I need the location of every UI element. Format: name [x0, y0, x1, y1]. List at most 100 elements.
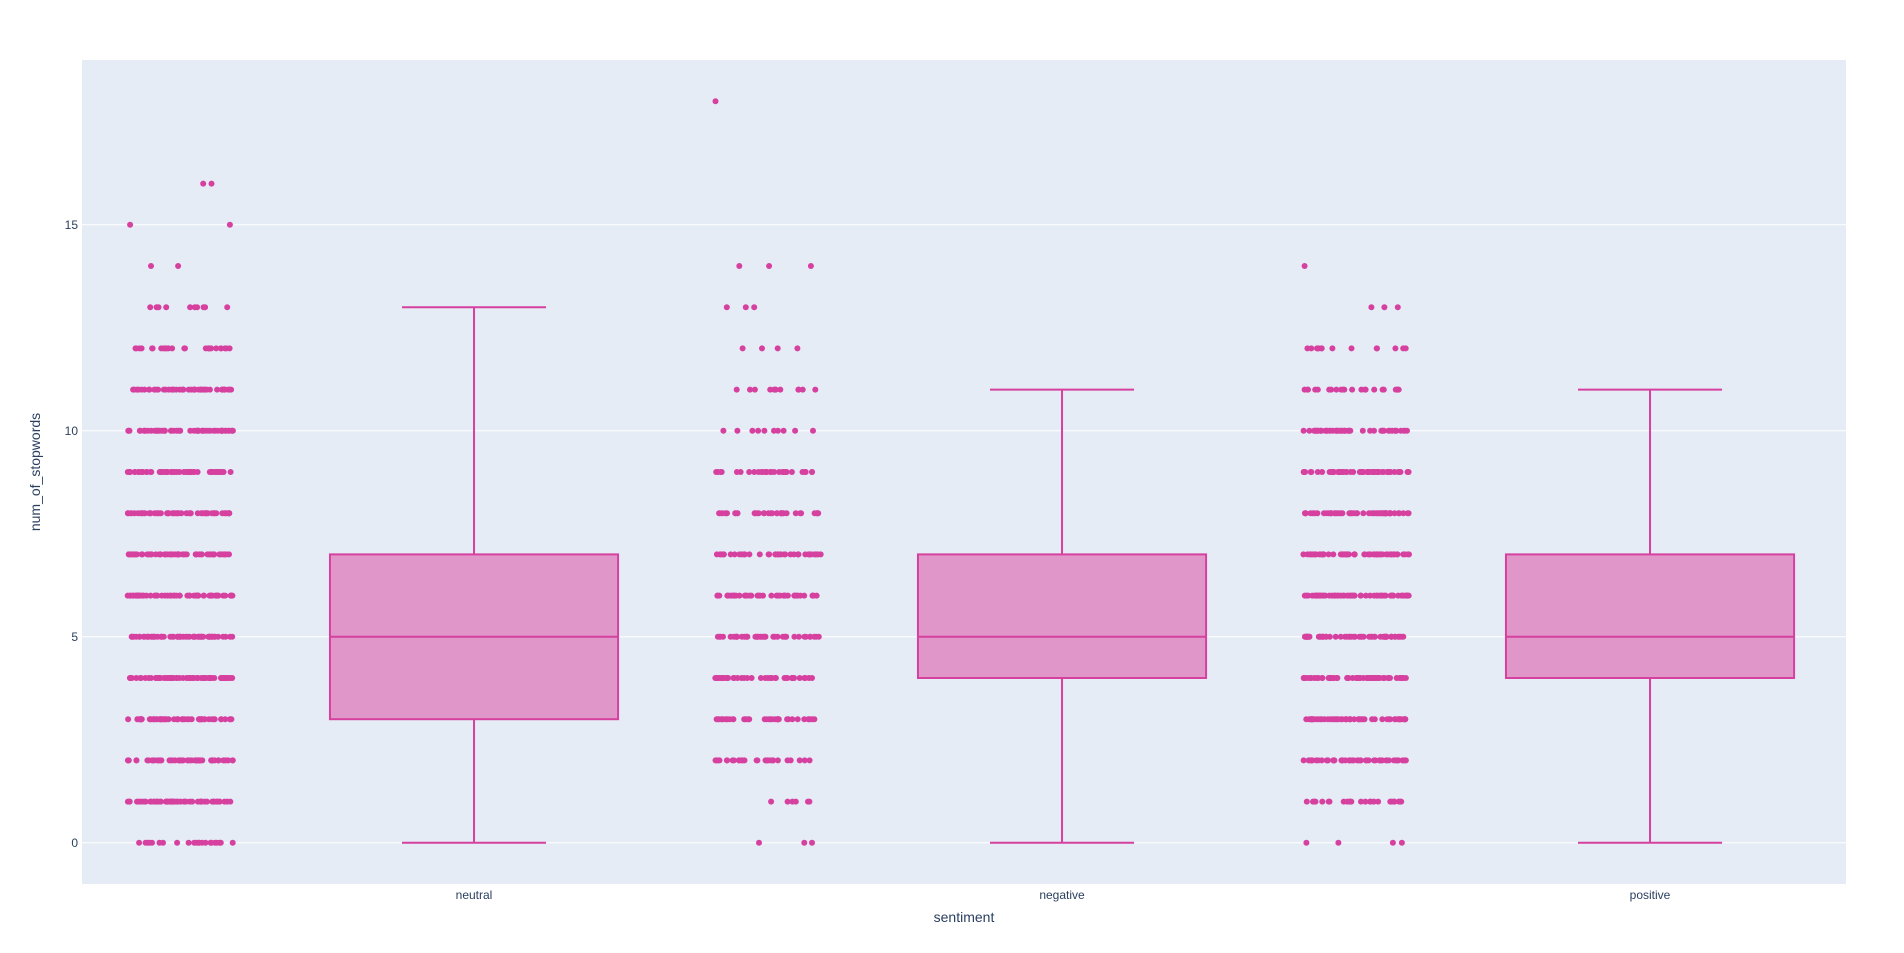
point-positive [1311, 592, 1318, 599]
point-neutral [200, 180, 207, 187]
point-positive [1398, 798, 1405, 805]
point-neutral [177, 633, 184, 640]
point-positive [1358, 798, 1364, 805]
point-negative [776, 469, 783, 475]
point-neutral [196, 716, 203, 723]
point-negative [757, 675, 764, 681]
point-neutral [204, 551, 211, 558]
point-negative [815, 510, 822, 517]
point-neutral [151, 757, 158, 764]
point-neutral [208, 675, 215, 681]
point-neutral [199, 427, 206, 434]
point-neutral [133, 551, 140, 558]
point-positive [1361, 551, 1368, 558]
point-neutral [180, 757, 187, 764]
point-positive [1354, 757, 1361, 764]
point-positive [1360, 633, 1367, 640]
point-positive [1327, 675, 1333, 681]
point-neutral [157, 510, 164, 517]
point-neutral [181, 551, 188, 558]
point-neutral [198, 551, 205, 558]
y-tick-10: 10 [65, 424, 79, 438]
point-positive [1393, 675, 1400, 681]
point-neutral [226, 221, 233, 228]
point-positive [1395, 716, 1402, 723]
point-negative [768, 592, 775, 599]
point-negative [812, 386, 819, 393]
point-positive [1337, 469, 1344, 475]
point-neutral [229, 839, 236, 846]
point-neutral [228, 592, 235, 599]
point-negative [715, 757, 721, 764]
point-neutral [127, 221, 134, 228]
point-negative [806, 757, 813, 764]
point-neutral [225, 675, 231, 681]
point-positive [1381, 304, 1388, 311]
point-negative [784, 675, 791, 681]
point-positive [1303, 633, 1310, 640]
point-negative [736, 263, 743, 269]
point-negative [790, 675, 797, 681]
point-negative [748, 592, 755, 599]
point-neutral [224, 304, 231, 311]
point-positive [1376, 510, 1383, 517]
point-neutral [203, 386, 210, 393]
point-positive [1371, 633, 1378, 640]
point-negative [784, 757, 791, 764]
point-negative [761, 716, 768, 723]
point-neutral [198, 798, 205, 805]
point-positive [1344, 427, 1351, 434]
point-positive [1364, 757, 1370, 764]
y-tick-0: 0 [71, 836, 78, 850]
point-neutral [226, 551, 232, 558]
point-neutral [202, 839, 209, 846]
point-neutral [129, 633, 136, 640]
point-positive [1300, 427, 1307, 434]
point-negative [724, 675, 730, 681]
point-neutral [208, 345, 215, 352]
point-positive [1394, 551, 1401, 558]
point-positive [1303, 592, 1310, 599]
point-neutral [202, 304, 209, 311]
point-negative [741, 592, 748, 599]
point-negative [807, 263, 814, 269]
point-neutral [227, 469, 234, 475]
point-neutral [149, 345, 156, 352]
point-positive [1300, 757, 1307, 764]
point-positive [1400, 510, 1407, 517]
point-neutral [197, 386, 204, 393]
point-negative [796, 675, 803, 681]
point-neutral [221, 551, 228, 558]
point-positive [1310, 798, 1316, 805]
point-positive [1397, 469, 1404, 475]
point-neutral [146, 386, 153, 393]
point-positive [1393, 757, 1400, 764]
point-neutral [210, 510, 217, 517]
y-tick-5: 5 [71, 630, 78, 644]
point-positive [1385, 757, 1392, 764]
point-negative [810, 427, 816, 434]
point-neutral [206, 592, 213, 599]
point-neutral [222, 633, 229, 640]
point-positive [1339, 551, 1346, 558]
point-negative [759, 345, 765, 352]
point-neutral [226, 345, 233, 352]
point-neutral [153, 716, 159, 723]
point-neutral [156, 757, 163, 764]
x-axis-title: sentiment [934, 909, 995, 925]
point-neutral [125, 427, 132, 434]
point-positive [1313, 716, 1320, 723]
point-positive [1328, 469, 1335, 475]
point-neutral [136, 839, 143, 846]
point-positive [1390, 592, 1397, 599]
point-negative [795, 386, 802, 393]
point-negative [730, 675, 737, 681]
point-negative [746, 716, 753, 723]
point-positive [1318, 345, 1325, 352]
point-positive [1395, 386, 1402, 393]
point-negative [761, 510, 767, 517]
point-negative [733, 386, 740, 393]
point-neutral [222, 592, 229, 599]
point-neutral [157, 469, 164, 475]
point-positive [1379, 427, 1386, 434]
